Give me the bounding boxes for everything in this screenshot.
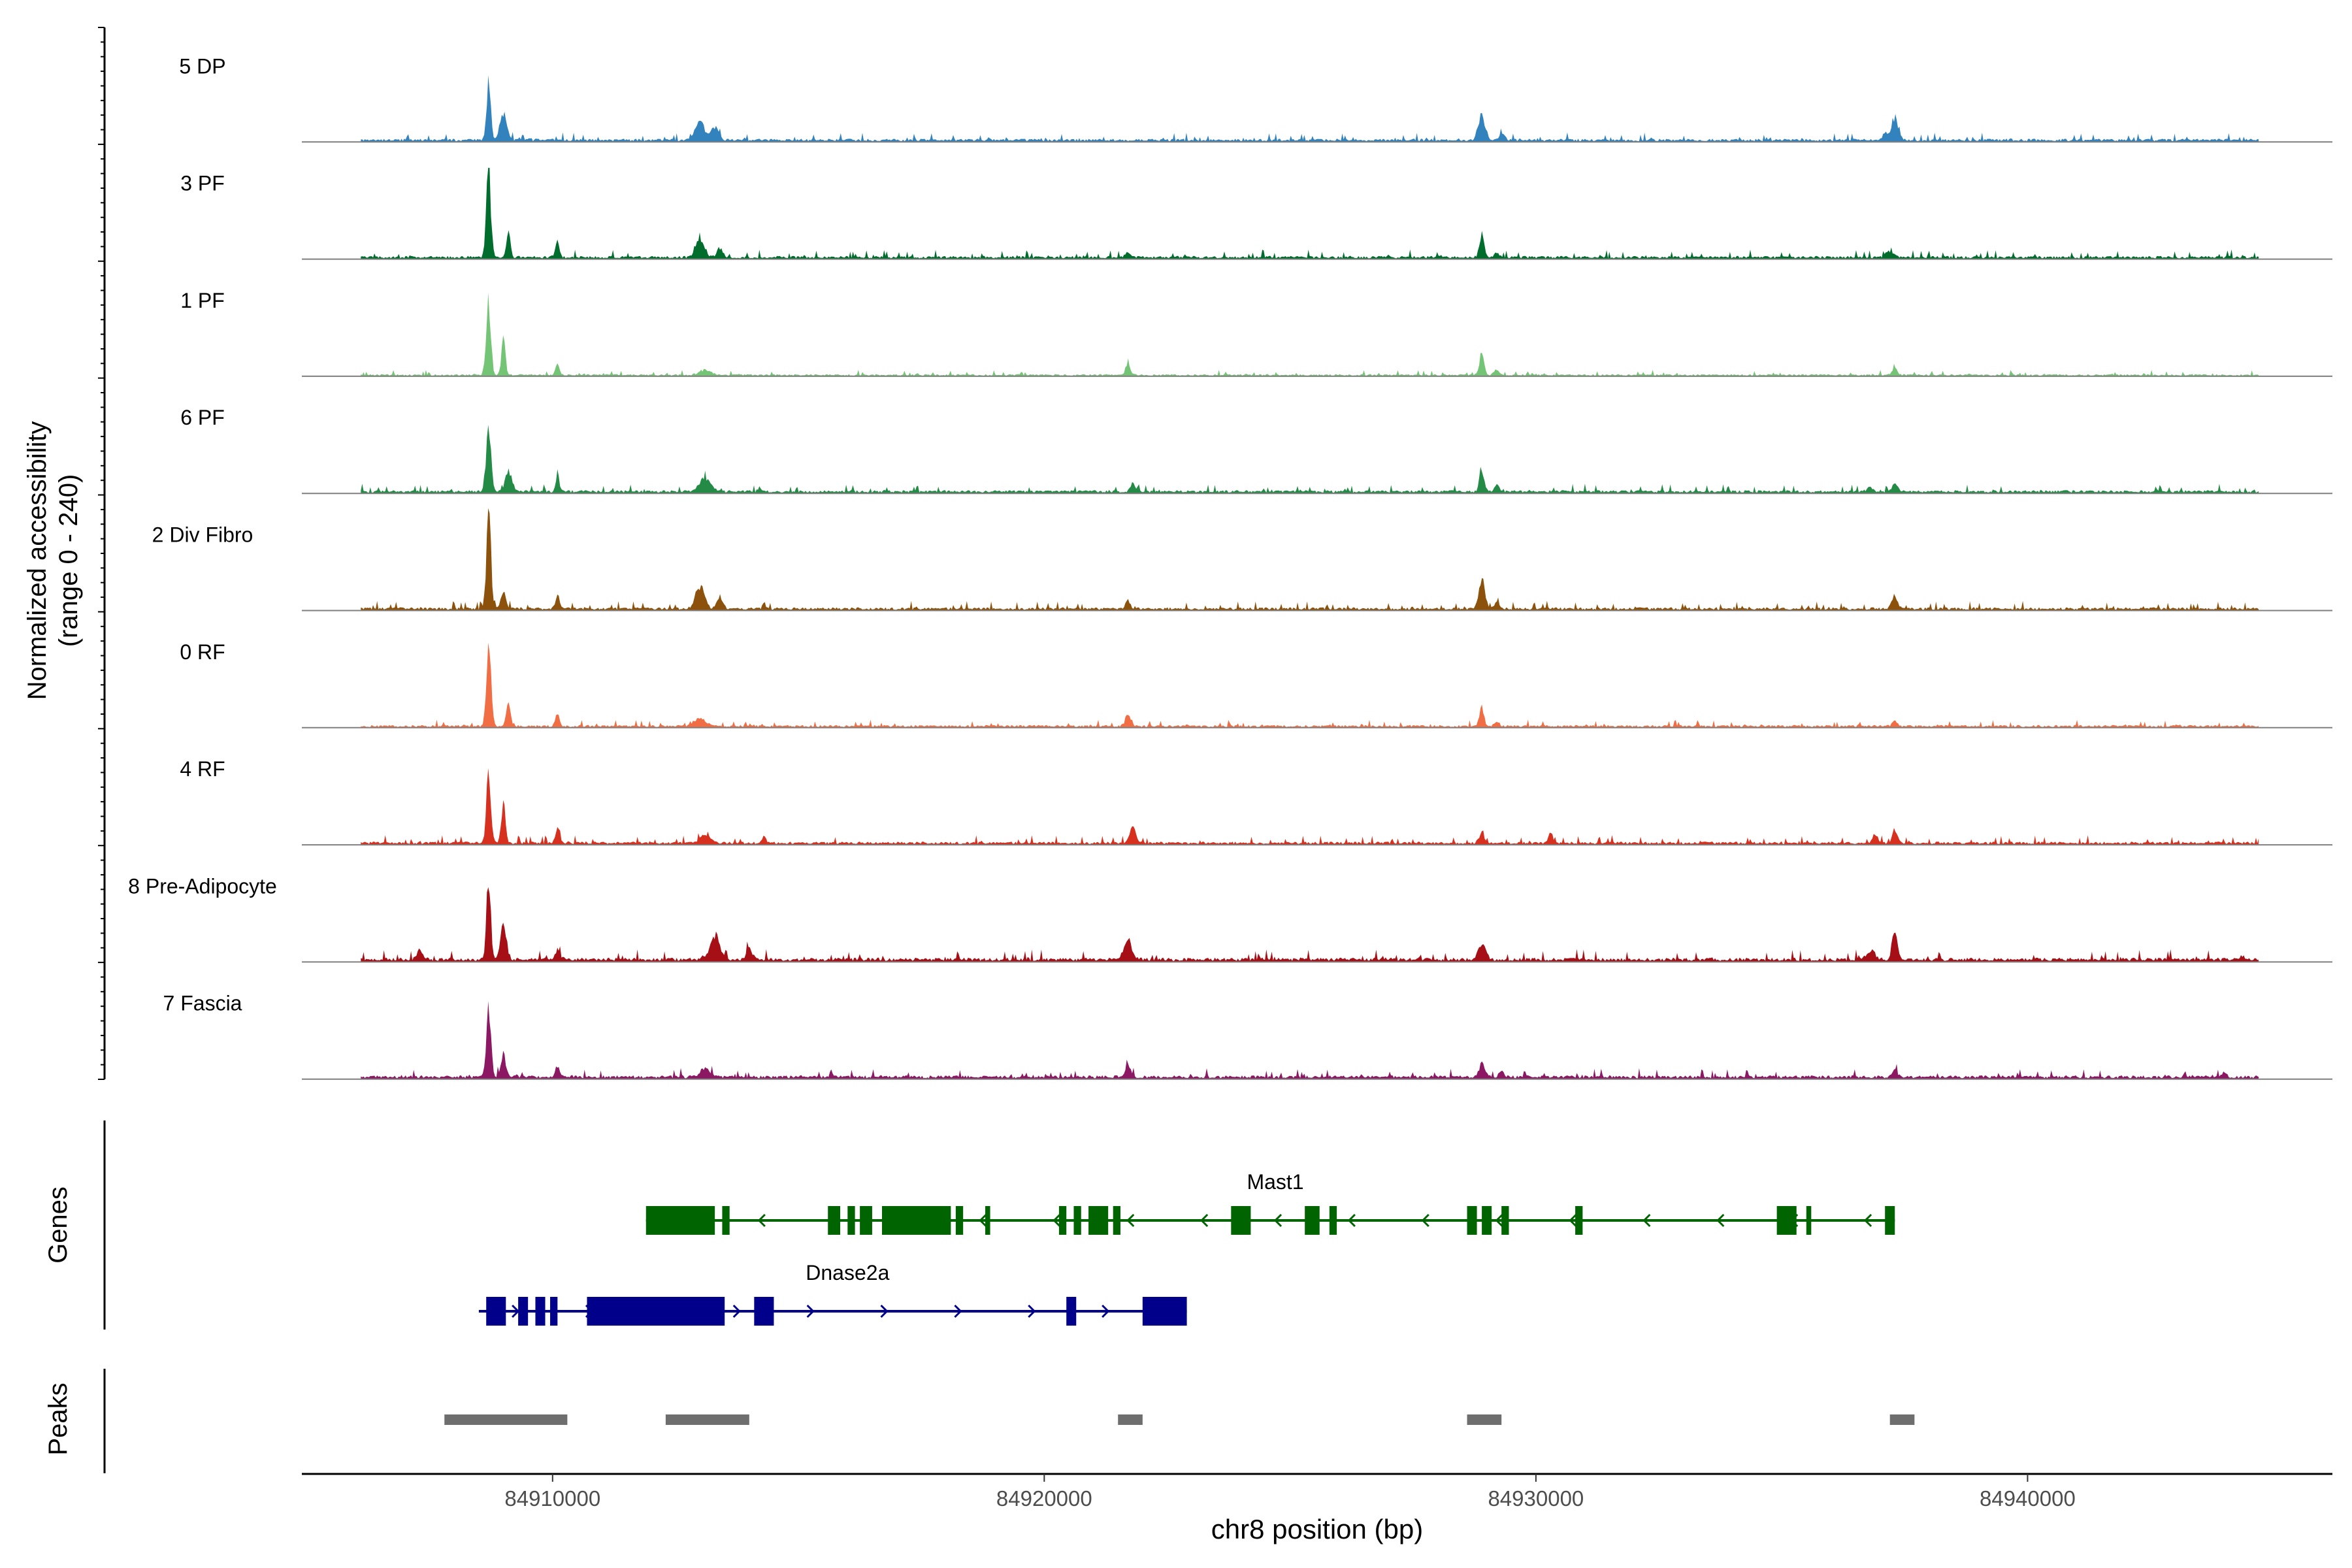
peak-region	[1889, 1414, 1915, 1425]
gene-exon	[1885, 1206, 1895, 1235]
track-5-dp: 5 DP	[179, 54, 2332, 143]
strand-arrow	[954, 1304, 962, 1318]
gene-exon	[847, 1206, 855, 1235]
track-label: 5 DP	[179, 54, 225, 78]
strand-arrow	[1347, 1213, 1356, 1228]
genes-axis-title: Genes	[44, 1186, 73, 1264]
peak-region	[1118, 1414, 1143, 1425]
gene-mast1: Mast1	[645, 1170, 1895, 1235]
gene-exon	[1806, 1206, 1812, 1235]
coverage-area	[361, 508, 2259, 611]
gene-exon	[535, 1297, 546, 1326]
gene-exon	[882, 1206, 951, 1235]
strand-arrow	[1028, 1304, 1036, 1318]
track-6-pf: 6 PF	[180, 406, 2332, 495]
gene-exon	[1575, 1206, 1583, 1235]
coverage-area	[361, 768, 2259, 845]
gene-exon	[1467, 1206, 1477, 1235]
gene-exon	[1231, 1206, 1251, 1235]
track-label: 3 PF	[180, 172, 225, 195]
gene-exon	[1329, 1206, 1337, 1235]
gene-exon	[1058, 1206, 1067, 1235]
coverage-area	[361, 887, 2259, 962]
gene-exon	[955, 1206, 964, 1235]
x-axis-title: chr8 position (bp)	[1211, 1514, 1424, 1544]
track-label: 6 PF	[180, 406, 225, 429]
strand-arrow	[732, 1304, 741, 1318]
gene-exon	[1142, 1297, 1187, 1326]
peaks-axis-title: Peaks	[44, 1382, 73, 1455]
coverage-area	[361, 292, 2259, 376]
peak-region	[665, 1414, 749, 1425]
strand-arrow	[757, 1213, 766, 1228]
gene-exon	[1305, 1206, 1320, 1235]
gene-exon	[1066, 1297, 1077, 1326]
track-label: 2 Div Fibro	[152, 523, 253, 547]
strand-arrow	[1200, 1213, 1209, 1228]
track-label: 4 RF	[180, 757, 225, 781]
gene-exon	[1482, 1206, 1492, 1235]
gene-dnase2a: Dnase2a	[478, 1261, 1187, 1326]
coverage-area	[361, 75, 2259, 142]
gene-exon	[1776, 1206, 1797, 1235]
y-axis-title-line1: Normalized accessibility	[23, 421, 52, 700]
coverage-area	[361, 1001, 2259, 1079]
gene-exon	[518, 1297, 529, 1326]
coverage-tracks: 5 DP 3 PF 1 PF 6 PF 2 Div Fibro 0 RF 4 RF 8 Pre…	[128, 54, 2332, 1080]
track-label: 0 RF	[180, 640, 225, 664]
strand-arrow	[806, 1304, 815, 1318]
strand-arrow	[1273, 1213, 1282, 1228]
x-tick-label: 84910000	[504, 1486, 600, 1511]
x-tick-label: 84940000	[1980, 1486, 2076, 1511]
track-3-pf: 3 PF	[180, 167, 2332, 260]
gene-exon	[722, 1206, 730, 1235]
strand-arrow	[1102, 1304, 1110, 1318]
gene-exon	[550, 1297, 558, 1326]
strand-arrow	[1716, 1213, 1725, 1228]
peak-region	[444, 1414, 568, 1425]
strand-arrow	[1126, 1213, 1135, 1228]
strand-arrow	[880, 1304, 889, 1318]
strand-arrow	[1495, 1213, 1503, 1228]
track-8-pre-adipocyte: 8 Pre-Adipocyte	[128, 874, 2332, 963]
track-2-div-fibro: 2 Div Fibro	[152, 508, 2332, 612]
gene-exon	[587, 1297, 725, 1326]
gene-exon	[828, 1206, 841, 1235]
track-1-pf: 1 PF	[180, 289, 2332, 377]
x-tick-label: 84930000	[1488, 1486, 1584, 1511]
gene-exon	[754, 1297, 774, 1326]
strand-arrow	[1863, 1213, 1872, 1228]
gene-exon	[1113, 1206, 1120, 1235]
gene-exon	[486, 1297, 506, 1326]
gene-exon	[860, 1206, 872, 1235]
track-label: 7 Fascia	[163, 992, 242, 1015]
gene-label: Dnase2a	[806, 1261, 889, 1284]
track-label: 8 Pre-Adipocyte	[128, 874, 277, 898]
gene-exon	[1073, 1206, 1081, 1235]
track-4-rf: 4 RF	[180, 757, 2332, 846]
x-tick-label: 84920000	[996, 1486, 1092, 1511]
peak-region	[1467, 1414, 1502, 1425]
gene-exon	[1501, 1206, 1509, 1235]
track-0-rf: 0 RF	[180, 640, 2332, 728]
y-axis-title-line2: (range 0 - 240)	[54, 474, 83, 647]
track-label: 1 PF	[180, 289, 225, 312]
peak-track	[444, 1414, 1915, 1425]
gene-label: Mast1	[1247, 1170, 1303, 1194]
strand-arrow	[1053, 1213, 1061, 1228]
coverage-area	[361, 642, 2259, 728]
strand-arrow	[1421, 1213, 1429, 1228]
strand-arrow	[1569, 1213, 1577, 1228]
coverage-area	[361, 167, 2259, 259]
axes: 84910000 84920000 84930000 84940000	[98, 27, 2332, 1511]
strand-arrow	[979, 1213, 987, 1228]
coverage-area	[361, 425, 2259, 494]
track-7-fascia: 7 Fascia	[163, 992, 2332, 1080]
gene-track: Mast1 Dnase2a	[478, 1170, 1895, 1326]
strand-arrow	[1642, 1213, 1651, 1228]
gene-exon	[985, 1206, 990, 1235]
gene-exon	[645, 1206, 715, 1235]
gene-exon	[1088, 1206, 1109, 1235]
